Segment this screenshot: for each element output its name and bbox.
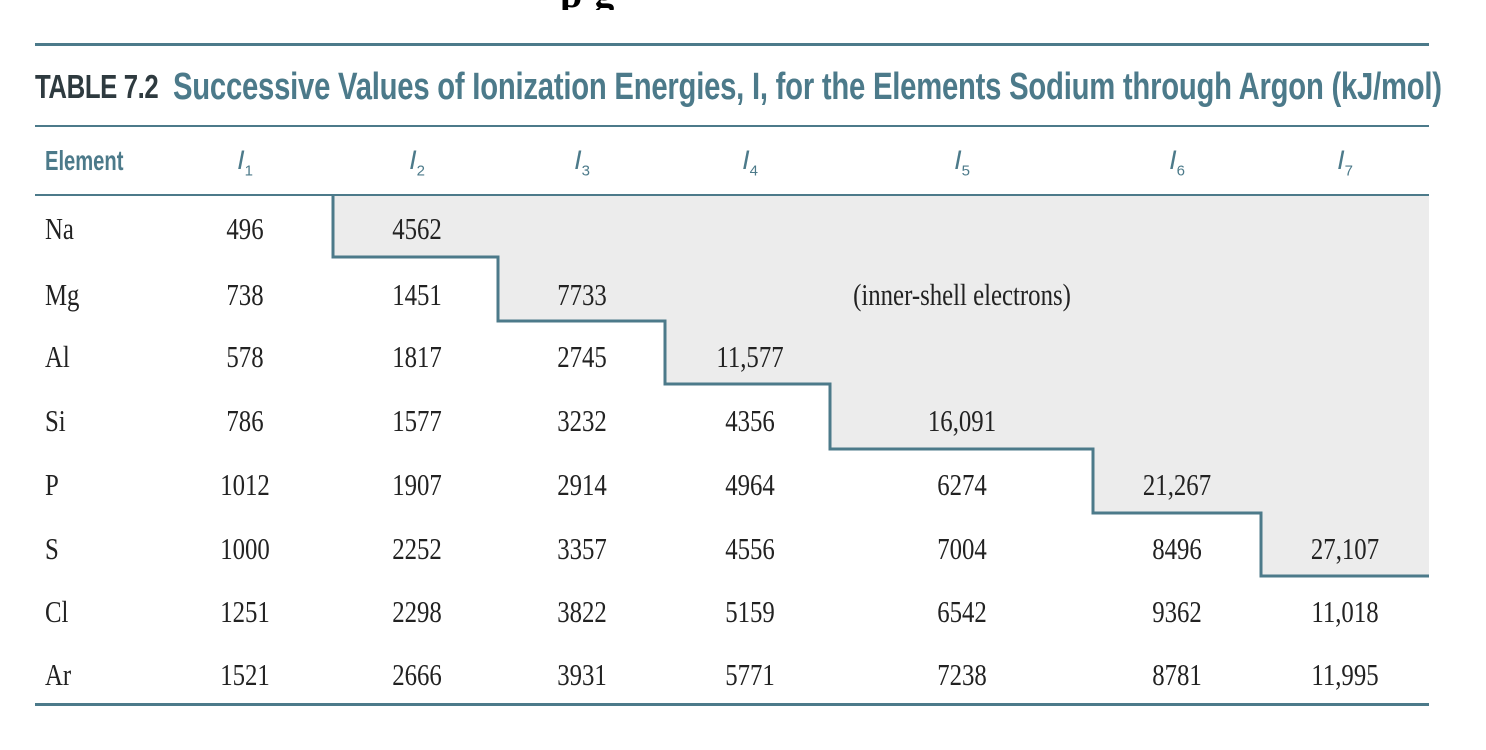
ionization-value: 1000 (220, 531, 270, 566)
caption-rule (35, 125, 1429, 127)
ionization-value: 2914 (557, 467, 607, 502)
header-subscript: 6 (1176, 162, 1185, 180)
header-subscript: 5 (961, 162, 970, 180)
ionization-value: 496 (226, 211, 264, 246)
ionization-value: 11,577 (716, 339, 784, 374)
ionization-value: 3232 (557, 403, 607, 438)
ionization-value: 3822 (557, 594, 607, 629)
ionization-value: 4562 (392, 211, 442, 246)
ionization-value: 786 (226, 403, 264, 438)
element-symbol: Si (45, 403, 66, 438)
ionization-value: 4356 (725, 403, 775, 438)
ionization-value: 21,267 (1142, 467, 1212, 502)
ionization-value: 8496 (1152, 531, 1202, 566)
ionization-value: 6542 (937, 594, 987, 629)
ionization-value: 2252 (392, 531, 442, 566)
ionization-value: 3357 (557, 531, 607, 566)
element-symbol: Mg (45, 277, 80, 312)
header-rule (35, 194, 1429, 196)
ionization-value: 9362 (1152, 594, 1202, 629)
header-i3: I3 (574, 145, 590, 185)
ionization-value: 578 (226, 339, 264, 374)
inner-shell-note: (inner-shell electrons) (853, 277, 1071, 312)
header-subscript: 4 (749, 162, 758, 180)
ionization-value: 5159 (725, 594, 775, 629)
cut-off-heading: p g (560, 0, 1260, 10)
ionization-value: 5771 (725, 657, 775, 692)
ionization-value: 11,018 (1311, 594, 1379, 629)
element-symbol: Al (45, 339, 70, 374)
element-symbol: Ar (45, 657, 72, 692)
ionization-value: 4964 (725, 467, 775, 502)
ionization-value: 6274 (937, 467, 987, 502)
header-i-symbol: I (237, 145, 245, 175)
header-i-symbol: I (574, 145, 582, 175)
ionization-value: 2745 (557, 339, 607, 374)
header-i-symbol: I (409, 145, 417, 175)
header-i-symbol: I (1169, 145, 1177, 175)
ionization-value: 2298 (392, 594, 442, 629)
ionization-value: 2666 (392, 657, 442, 692)
table-caption: TABLE 7.2 Successive Values of Ionizatio… (35, 62, 1442, 116)
header-subscript: 1 (244, 162, 253, 180)
element-symbol: Cl (45, 594, 69, 629)
header-i6: I6 (1169, 145, 1185, 185)
ionization-value: 11,995 (1311, 657, 1379, 692)
header-i4: I4 (742, 145, 758, 185)
header-i1: I1 (237, 145, 253, 185)
ionization-value: 1817 (392, 339, 442, 374)
ionization-value: 1451 (392, 277, 442, 312)
ionization-value: 738 (226, 277, 264, 312)
ionization-value: 1251 (220, 594, 270, 629)
table-number: TABLE 7.2 (35, 68, 159, 105)
ionization-value: 3931 (557, 657, 607, 692)
ionization-value: 7004 (937, 531, 987, 566)
header-i-symbol: I (742, 145, 750, 175)
header-i-symbol: I (954, 145, 962, 175)
header-i-symbol: I (1337, 145, 1345, 175)
header-subscript: 7 (1344, 162, 1353, 180)
element-symbol: Na (45, 211, 74, 246)
ionization-value: 7733 (557, 277, 607, 312)
ionization-value: 1012 (220, 467, 270, 502)
inner-shell-boundary (331, 196, 1429, 578)
ionization-value: 4556 (725, 531, 775, 566)
ionization-value: 16,091 (927, 403, 997, 438)
table-title: Successive Values of Ionization Energies… (173, 66, 1442, 108)
header-subscript: 2 (416, 162, 425, 180)
bottom-rule (35, 703, 1429, 706)
element-symbol: S (45, 531, 59, 566)
ionization-value: 1577 (392, 403, 442, 438)
header-subscript: 3 (581, 162, 590, 180)
element-symbol: P (45, 467, 59, 502)
ionization-value: 27,107 (1310, 531, 1380, 566)
ionization-value: 1521 (220, 657, 270, 692)
header-i7: I7 (1337, 145, 1353, 185)
header-i5: I5 (954, 145, 970, 185)
header-i2: I2 (409, 145, 425, 185)
ionization-value: 8781 (1152, 657, 1202, 692)
inner-shell-shade (333, 196, 1429, 576)
ionization-value: 7238 (937, 657, 987, 692)
top-rule (35, 43, 1429, 46)
header-element: Element (45, 145, 124, 176)
ionization-value: 1907 (392, 467, 442, 502)
